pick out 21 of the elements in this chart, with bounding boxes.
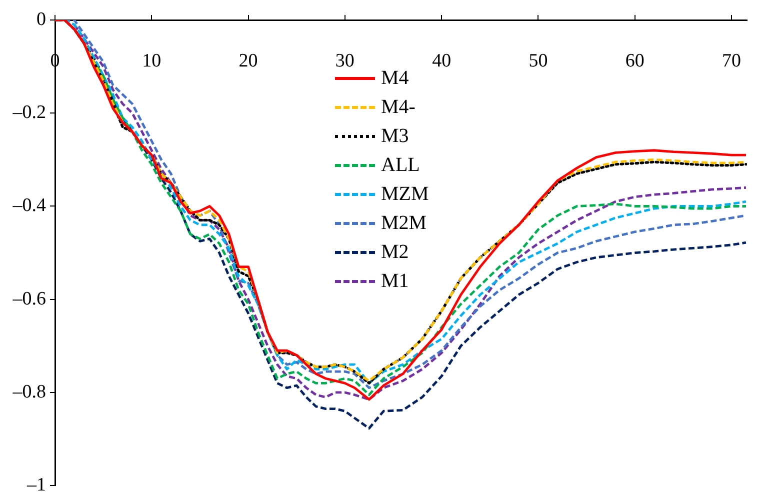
y-tick-label: 0 [36,8,46,30]
y-tick-label: –1 [26,474,46,496]
x-tick-label: 40 [432,50,452,72]
legend-label: M2M [381,211,427,236]
y-tick-label: –0.6 [12,288,46,310]
legend-label: M4- [381,95,416,120]
legend-label: ALL [381,153,420,178]
x-tick-label: 50 [528,50,548,72]
x-tick-label: 30 [335,50,354,72]
legend-label: M4 [381,66,409,91]
legend-label: M1 [381,269,409,294]
x-tick-label: 70 [722,50,741,72]
legend-label: M3 [381,124,409,149]
y-tick-label: –0.2 [12,102,46,124]
x-tick-label: 20 [238,50,258,72]
legend-label: MZM [381,182,429,207]
y-tick-label: –0.8 [12,381,46,402]
legend-label: M2 [381,240,409,265]
y-tick-label: –0.4 [12,195,46,216]
x-tick-label: 60 [625,50,644,72]
x-tick-label: 10 [142,50,162,72]
